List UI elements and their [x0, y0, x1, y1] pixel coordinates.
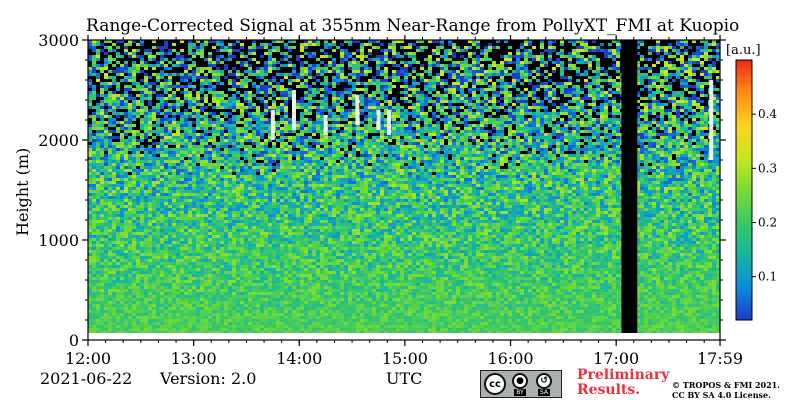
no-data-gap [621, 40, 638, 333]
cloud-signal [270, 110, 275, 140]
y-tick-label: 1000 [38, 231, 79, 250]
cc-icon: cc [484, 373, 506, 395]
colorbar-gradient [735, 59, 753, 321]
x-tick-label: 17:59 [697, 349, 743, 368]
cloud-signals [270, 80, 714, 160]
cloud-signal [709, 80, 714, 160]
x-tick-label: 14:00 [276, 349, 322, 368]
x-axis: 12:00 13:00 14:00 15:00 16:00 17:00 17:59 [65, 35, 743, 368]
version-label: Version: 2.0 [160, 369, 257, 388]
colorbar-tick-label: 0.3 [758, 161, 777, 175]
sa-icon: ↺ [536, 372, 552, 389]
cloud-signal [355, 95, 360, 125]
x-tick-label: 13:00 [171, 349, 217, 368]
colorbar-tick-label: 0.1 [758, 270, 777, 284]
x-tick-label: 15:00 [382, 349, 428, 368]
y-axis: 0 1000 2000 3000 [38, 31, 726, 350]
by-icon: ● [512, 372, 528, 389]
measurement-date: 2021-06-22 [40, 369, 133, 388]
preliminary-line2: Results. [577, 382, 641, 398]
copyright-note: © TROPOS & FMI 2021. CC BY SA 4.0 Licens… [672, 380, 780, 400]
sa-label: SA [537, 388, 551, 396]
x-tick-label: 12:00 [65, 349, 111, 368]
colorbar-label: [a.u.] [726, 43, 761, 58]
by-label: BY [514, 388, 526, 396]
cloud-signal [291, 90, 296, 130]
copyright-line1: © TROPOS & FMI 2021. [672, 380, 781, 390]
heatmap-field [88, 40, 720, 340]
y-axis-label: Height (m) [13, 147, 32, 236]
cc-license-badge: cc ● BY ↺ SA [480, 370, 562, 398]
colorbar: [a.u.] 0.1 0.2 0.3 0.4 [726, 43, 777, 321]
y-tick-label: 0 [69, 331, 79, 350]
x-tick-label: 17:00 [593, 349, 639, 368]
copyright-line2: CC BY SA 4.0 License. [672, 390, 771, 400]
preliminary-line1: Preliminary [577, 367, 670, 383]
preliminary-note: Preliminary Results. [577, 368, 669, 398]
colorbar-tick-label: 0.4 [758, 107, 777, 121]
cloud-signal [323, 115, 328, 135]
cloud-signal [387, 110, 392, 135]
colorbar-tick-label: 0.2 [758, 216, 777, 230]
y-tick-label: 2000 [38, 131, 79, 150]
y-tick-label: 3000 [38, 31, 79, 50]
plot-frame [87, 39, 721, 341]
cloud-signal [376, 110, 381, 130]
x-tick-label: 16:00 [487, 349, 533, 368]
chart-title: Range-Corrected Signal at 355nm Near-Ran… [86, 16, 740, 36]
x-axis-label: UTC [386, 369, 423, 388]
